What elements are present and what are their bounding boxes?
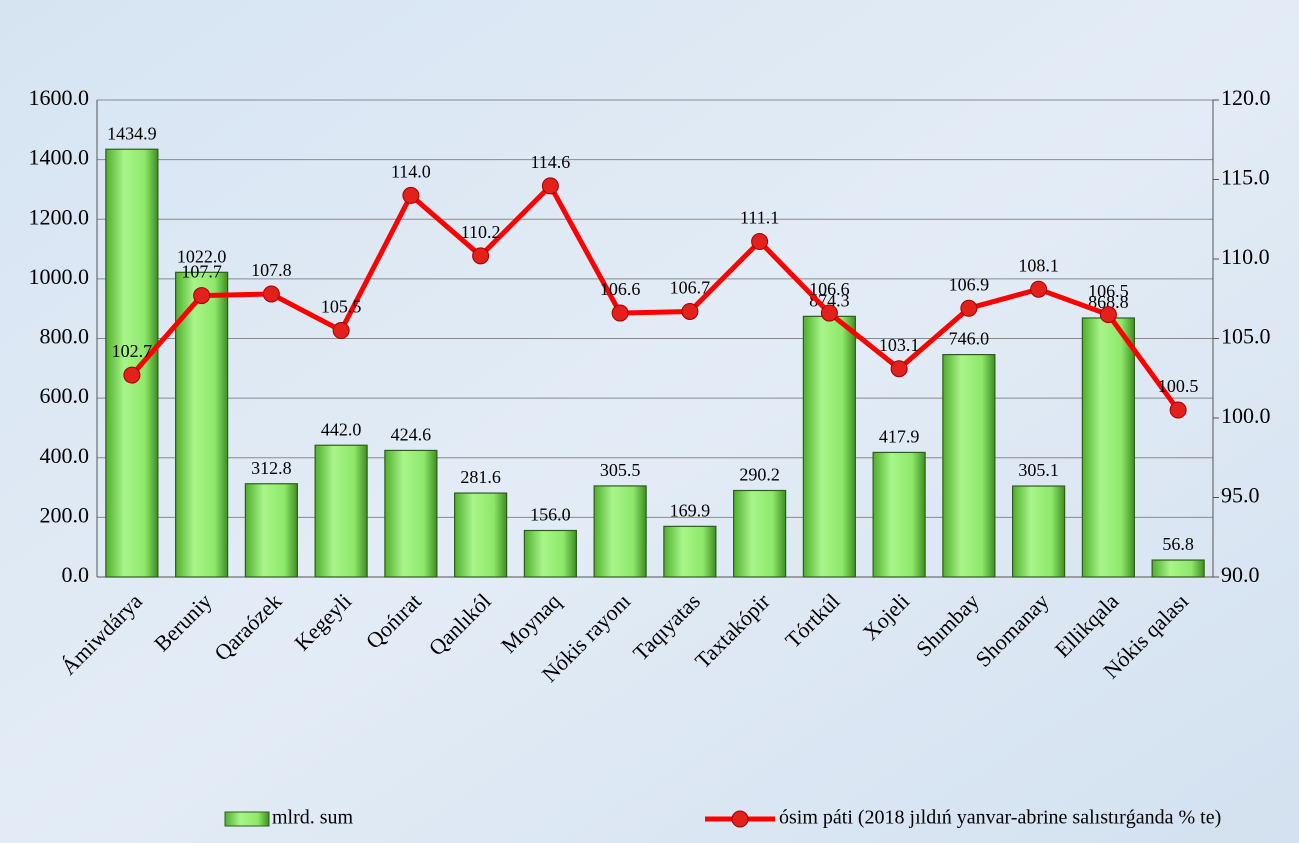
line-value-label: 108.1 (1018, 255, 1059, 275)
y-tick-label: 1400.0 (29, 145, 90, 170)
line-marker (402, 186, 420, 204)
line-value-label: 103.1 (879, 335, 920, 355)
line-marker (890, 360, 908, 378)
line-value-label: 107.8 (251, 260, 292, 280)
y-tick-label: 1200.0 (29, 204, 90, 229)
legend-label: mlrd. sum (272, 807, 354, 829)
line-value-label: 110.2 (461, 222, 501, 242)
bar (454, 492, 508, 578)
legend-marker (731, 810, 749, 828)
line-value-label: 106.9 (949, 274, 990, 294)
line (129, 181, 1181, 412)
line-value-label: 100.5 (1158, 376, 1199, 396)
y-tick-label: 0.0 (62, 562, 90, 587)
line-marker (960, 299, 978, 317)
y-tick-label: 800.0 (40, 324, 90, 349)
bar-value-label: 746.0 (949, 329, 990, 349)
bar (1012, 485, 1066, 578)
line-marker (193, 287, 211, 305)
line-value-label: 102.7 (112, 341, 153, 361)
bar (733, 489, 787, 578)
bar-value-label: 442.0 (321, 419, 362, 439)
bar-value-label: 424.6 (391, 425, 432, 445)
bar (663, 525, 717, 578)
bar (105, 148, 159, 578)
line-value-label: 114.6 (530, 152, 570, 172)
line-value-label: 106.7 (670, 278, 711, 298)
line-value-label: 107.7 (181, 262, 222, 282)
y-tick-label: 400.0 (40, 443, 90, 468)
bar-value-label: 169.9 (670, 500, 711, 520)
y2-tick-label: 95.0 (1221, 483, 1260, 508)
bar (593, 485, 647, 578)
bar-value-label: 281.6 (460, 467, 501, 487)
line-marker (1169, 401, 1187, 419)
line-marker (681, 302, 699, 320)
bar-value-label: 305.1 (1018, 460, 1059, 480)
line-marker (332, 322, 350, 340)
line-value-label: 106.5 (1088, 281, 1129, 301)
bar-value-label: 290.2 (739, 465, 780, 485)
legend-swatch (224, 811, 270, 827)
bar (384, 449, 438, 578)
y2-tick-label: 100.0 (1221, 403, 1271, 428)
y2-tick-label: 115.0 (1221, 165, 1270, 190)
line-marker (751, 233, 769, 251)
bar-value-label: 868.8 (1088, 292, 1129, 312)
bar (1081, 317, 1135, 578)
bar-value-label: 1434.9 (107, 123, 157, 143)
y2-tick-label: 110.0 (1221, 244, 1270, 269)
line-marker (1030, 280, 1048, 298)
bar (244, 483, 298, 578)
y2-tick-label: 120.0 (1221, 85, 1271, 110)
bar-value-label: 312.8 (251, 458, 292, 478)
line-marker (123, 366, 141, 384)
bar-value-label: 417.9 (879, 427, 920, 447)
line-value-label: 106.6 (600, 279, 641, 299)
line-marker (262, 285, 280, 303)
line-marker (472, 247, 490, 265)
line-marker (820, 304, 838, 322)
line-marker (541, 177, 559, 195)
y2-tick-label: 105.0 (1221, 324, 1271, 349)
line-value-label: 106.6 (809, 279, 850, 299)
bar-value-label: 156.0 (530, 505, 571, 525)
bar (942, 353, 996, 578)
line-value-label: 114.0 (391, 162, 431, 182)
bar (523, 529, 577, 578)
bar-value-label: 56.8 (1162, 534, 1194, 554)
line-marker (611, 304, 629, 322)
y2-tick-label: 90.0 (1221, 562, 1260, 587)
bar (872, 451, 926, 578)
line-value-label: 105.5 (321, 297, 362, 317)
bar-value-label: 305.5 (600, 460, 641, 480)
y-tick-label: 600.0 (40, 383, 90, 408)
bar (175, 271, 229, 578)
y-tick-label: 1000.0 (29, 264, 90, 289)
bar (1151, 559, 1205, 578)
bar (314, 444, 368, 578)
legend-label: ósim páti (2018 jıldıń yanvar-abrine sal… (779, 807, 1221, 829)
bar-value-label: 1022.0 (177, 246, 227, 266)
line-marker (1099, 306, 1117, 324)
line-value-label: 111.1 (740, 208, 779, 228)
y-tick-label: 200.0 (40, 502, 90, 527)
bar (802, 315, 856, 578)
y-tick-label: 1600.0 (29, 85, 90, 110)
